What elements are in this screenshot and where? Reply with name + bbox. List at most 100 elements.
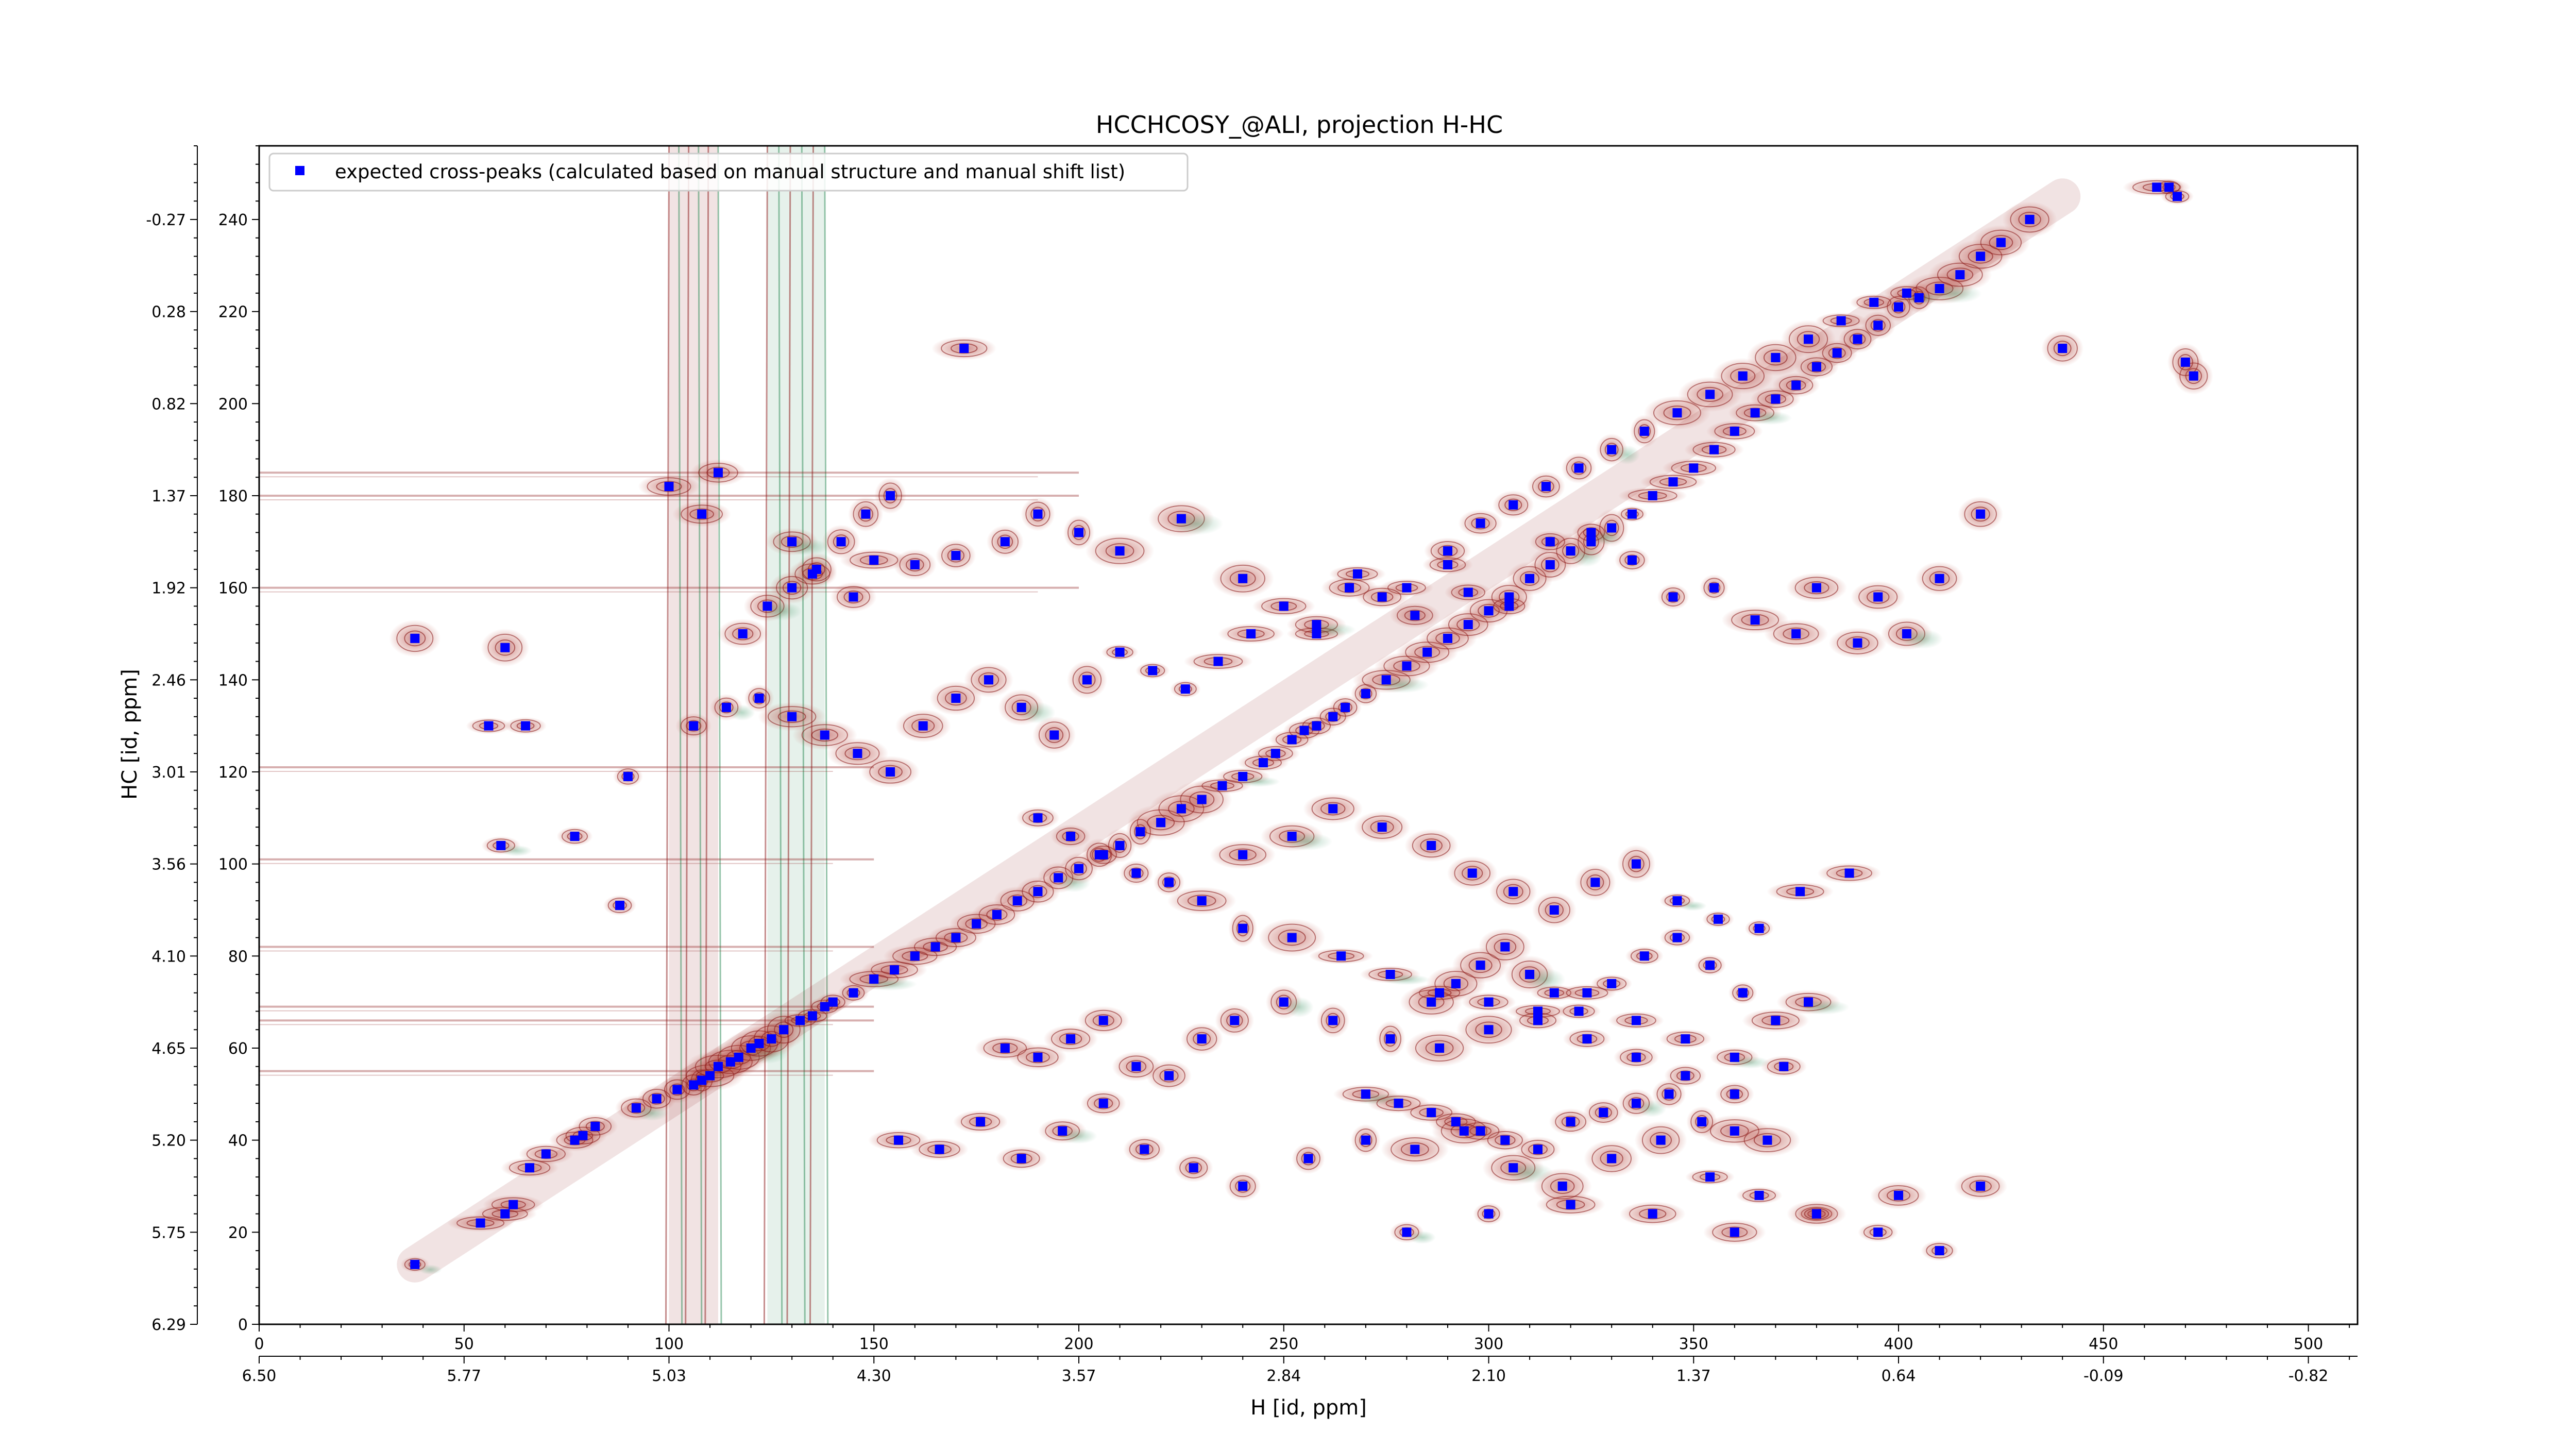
- contour-ring: [1656, 1083, 1682, 1105]
- y-ppm-tick-label: 5.75: [151, 1224, 186, 1242]
- data-point: [1000, 537, 1010, 547]
- contour-ring: [869, 760, 911, 784]
- data-point: [1525, 574, 1535, 583]
- y-tick-label: 220: [218, 304, 248, 322]
- contour-ring: [1692, 1170, 1728, 1184]
- contour-ring: [1591, 1145, 1632, 1172]
- contour-blob-green: [1284, 997, 1314, 1018]
- contour-ring: [1219, 844, 1267, 866]
- data-point: [1058, 1126, 1067, 1136]
- contour-ring: [1858, 585, 1898, 609]
- chart-title: HCCHCOSY_@ALI, projection H-HC: [1096, 111, 1503, 139]
- data-point: [1459, 1126, 1469, 1136]
- data-point: [1033, 1052, 1043, 1062]
- contour-ring: [1362, 815, 1403, 839]
- contour-ring: [1703, 578, 1725, 598]
- data-point: [1287, 735, 1297, 745]
- data-point: [1836, 316, 1846, 326]
- contour-ring: [698, 463, 738, 483]
- data-point: [689, 1080, 699, 1090]
- contour-ring: [1765, 394, 1786, 405]
- data-point: [1066, 1034, 1076, 1044]
- data-point: [1361, 1089, 1370, 1099]
- contour-blob-green: [728, 704, 755, 721]
- data-point: [1631, 859, 1641, 869]
- data-point: [820, 730, 829, 740]
- data-point: [1377, 592, 1387, 602]
- contour-ring: [1662, 1087, 1676, 1101]
- contour-ring: [1624, 554, 1640, 566]
- contour-ring: [1887, 1189, 1911, 1202]
- data-point: [1574, 1006, 1584, 1016]
- contour-ring: [1370, 591, 1394, 603]
- contour-ring: [1464, 513, 1497, 534]
- contour-ring: [1622, 850, 1650, 878]
- y-ppm-tick-label: 0.28: [151, 304, 186, 322]
- contour-ring: [1538, 897, 1570, 923]
- data-point: [1504, 601, 1514, 611]
- data-point: [1443, 560, 1452, 569]
- contour-ring: [526, 1145, 566, 1162]
- data-point: [1730, 1052, 1739, 1062]
- data-point: [787, 537, 797, 547]
- data-point: [886, 767, 895, 777]
- contour-ring: [1535, 533, 1565, 550]
- y-ppm-tick-label: 3.01: [151, 764, 186, 782]
- data-point: [1627, 555, 1637, 565]
- data-point: [886, 491, 895, 500]
- data-point: [664, 482, 674, 492]
- contour-ring: [1767, 1058, 1801, 1075]
- data-point: [725, 1057, 735, 1067]
- data-point: [1762, 1135, 1772, 1145]
- data-point: [1631, 1099, 1641, 1108]
- contour-ring: [686, 720, 702, 732]
- data-point: [721, 702, 731, 712]
- contour-blob-green: [418, 1265, 442, 1275]
- contour-blob-green: [1614, 445, 1640, 465]
- contour-ring: [2172, 348, 2199, 376]
- contour-ring: [724, 622, 761, 645]
- data-point: [1385, 1034, 1395, 1044]
- x-ppm-tick-label: 5.77: [447, 1367, 481, 1385]
- contour-ring: [1837, 631, 1878, 654]
- contour-ring: [617, 768, 639, 785]
- contour-ring: [2132, 180, 2181, 195]
- contour-ring: [1094, 1097, 1113, 1109]
- contour-ring: [1503, 884, 1523, 899]
- data-point: [1754, 1190, 1764, 1200]
- data-point: [959, 344, 969, 353]
- contour-ring: [1707, 582, 1721, 594]
- contour-stripe-line: [778, 146, 783, 1324]
- data-point: [1771, 1016, 1781, 1025]
- contour-ring: [1929, 571, 1950, 586]
- data-point: [1566, 1117, 1575, 1126]
- contour-blob-green: [1730, 1056, 1770, 1069]
- contour-ring: [1870, 319, 1886, 332]
- data-point: [1463, 620, 1473, 630]
- data-point: [1000, 1043, 1010, 1053]
- contour-ring: [1179, 1157, 1208, 1178]
- data-point: [1410, 611, 1420, 620]
- data-point: [1804, 334, 1814, 344]
- contour-ring: [1338, 702, 1352, 713]
- contour-ring: [991, 529, 1019, 554]
- contour-ring: [1072, 525, 1086, 541]
- x-tick-label: 50: [454, 1335, 474, 1353]
- data-point: [1791, 380, 1801, 390]
- contour-ring: [404, 630, 426, 647]
- contour-ring: [732, 627, 754, 641]
- data-point: [1902, 288, 1911, 298]
- data-point: [1238, 1181, 1248, 1191]
- contour-ring: [1671, 461, 1716, 476]
- data-point: [713, 468, 723, 478]
- contour-ring: [1465, 1016, 1512, 1044]
- contour-ring: [1418, 986, 1461, 1000]
- contour-ring: [487, 633, 523, 662]
- data-point: [1976, 509, 1986, 519]
- contour-ring: [1822, 314, 1860, 327]
- data-point: [1016, 1154, 1026, 1164]
- contour-ring: [1650, 1132, 1672, 1149]
- data-point: [811, 564, 821, 574]
- data-point: [590, 1121, 600, 1131]
- data-point: [1484, 606, 1494, 616]
